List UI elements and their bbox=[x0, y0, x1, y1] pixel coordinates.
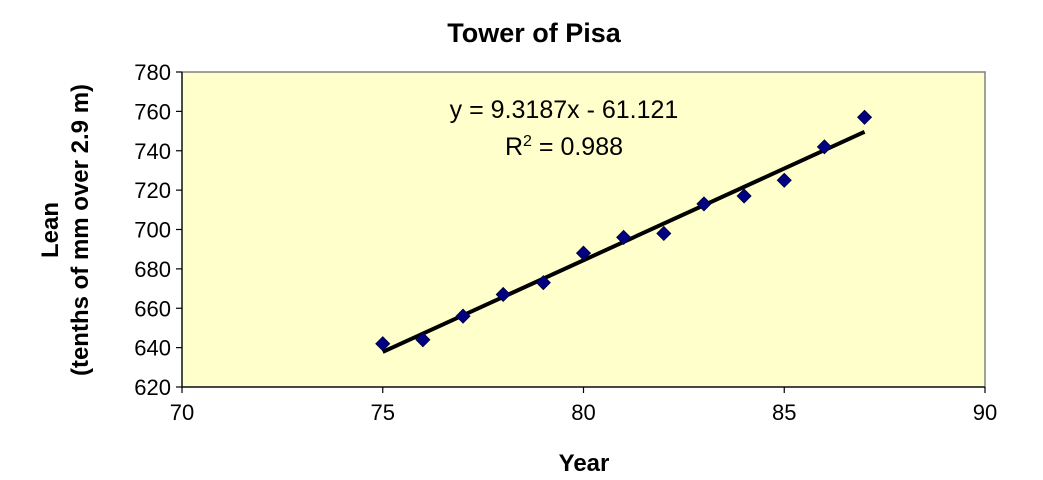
x-tick-label: 70 bbox=[170, 400, 194, 425]
y-tick-label: 720 bbox=[134, 178, 171, 203]
data-point bbox=[616, 229, 632, 245]
data-point bbox=[415, 332, 431, 348]
data-point bbox=[535, 275, 551, 291]
chart-title: Tower of Pisa bbox=[447, 18, 622, 48]
y-axis-ticks: 620 640 660 680 700 720 740 760 780 bbox=[134, 60, 182, 400]
data-points bbox=[375, 109, 873, 352]
x-axis-label: Year bbox=[559, 450, 610, 477]
data-point bbox=[455, 308, 471, 324]
y-tick-label: 680 bbox=[134, 257, 171, 282]
data-point bbox=[656, 225, 672, 242]
plot-area bbox=[181, 71, 986, 388]
data-point bbox=[736, 188, 752, 204]
y-tick-label: 660 bbox=[134, 296, 171, 321]
r-squared-label: R2 = 0.988 bbox=[505, 133, 623, 161]
r-squared-value: = 0.988 bbox=[532, 133, 623, 161]
y-tick-label: 760 bbox=[134, 99, 171, 124]
y-tick-label: 640 bbox=[134, 336, 171, 361]
data-point bbox=[575, 245, 592, 261]
x-tick-label: 75 bbox=[371, 400, 395, 425]
data-point bbox=[696, 196, 712, 212]
data-point bbox=[856, 109, 873, 125]
y-axis-label-line-2: (tenths of mm over 2.9 m) bbox=[67, 84, 94, 376]
trendline-equation: y = 9.3187x - 61.121 bbox=[450, 96, 679, 124]
x-axis-ticks: 70 75 80 85 90 bbox=[170, 387, 997, 425]
x-tick-label: 85 bbox=[772, 400, 796, 425]
r-squared-superscript: 2 bbox=[523, 133, 532, 150]
y-tick-label: 780 bbox=[134, 60, 171, 85]
data-point bbox=[375, 336, 391, 352]
y-tick-label: 700 bbox=[134, 218, 171, 243]
y-axis-label-line-1: Lean bbox=[37, 202, 64, 258]
x-tick-label: 80 bbox=[571, 400, 595, 425]
y-tick-label: 740 bbox=[134, 139, 171, 164]
data-point bbox=[776, 172, 792, 188]
data-point bbox=[816, 139, 832, 155]
r-squared-prefix: R bbox=[505, 133, 523, 161]
y-tick-label: 620 bbox=[134, 375, 171, 400]
x-tick-label: 90 bbox=[973, 400, 997, 425]
data-point bbox=[495, 286, 511, 303]
